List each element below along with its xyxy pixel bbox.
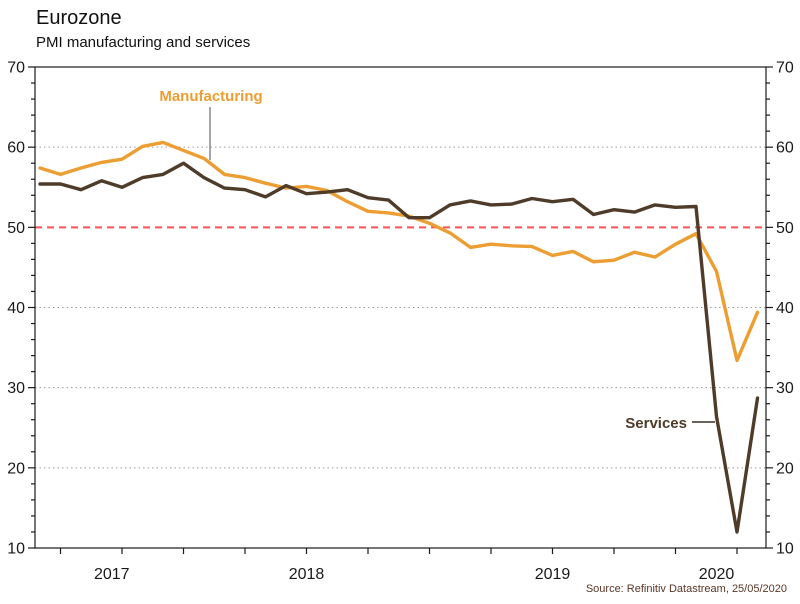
- y-axis-label-right-40: 40: [776, 300, 794, 317]
- y-axis-label-left-10: 10: [7, 541, 25, 558]
- x-year-label-2019: 2019: [535, 566, 571, 583]
- y-axis-label-right-60: 60: [776, 140, 794, 157]
- y-axis-label-right-50: 50: [776, 220, 794, 237]
- manufacturing-line: [38, 140, 760, 363]
- x-year-label-2018: 2018: [289, 566, 325, 583]
- y-axis-label-left-30: 30: [7, 380, 25, 397]
- y-axis-label-right-10: 10: [776, 541, 794, 558]
- x-year-label-2017: 2017: [94, 566, 130, 583]
- y-axis-label-right-30: 30: [776, 380, 794, 397]
- services-line: [38, 161, 760, 534]
- y-axis-label-left-20: 20: [7, 460, 25, 477]
- source-note: Source: Refinitiv Datastream, 25/05/2020: [585, 583, 787, 595]
- y-axis-label-left-40: 40: [7, 300, 25, 317]
- y-axis-label-left-60: 60: [7, 140, 25, 157]
- y-axis-label-right-20: 20: [776, 460, 794, 477]
- chart-subtitle: PMI manufacturing and services: [36, 34, 251, 51]
- chart-title: Eurozone: [36, 7, 122, 29]
- manufacturing-label: Manufacturing: [159, 88, 262, 105]
- services-label: Services: [625, 415, 687, 432]
- x-year-label-2020: 2020: [699, 566, 735, 583]
- y-axis-label-left-70: 70: [7, 60, 25, 77]
- y-axis-label-left-50: 50: [7, 220, 25, 237]
- y-axis-label-right-70: 70: [776, 60, 794, 77]
- chart-header: Eurozone PMI manufacturing and services: [36, 7, 250, 51]
